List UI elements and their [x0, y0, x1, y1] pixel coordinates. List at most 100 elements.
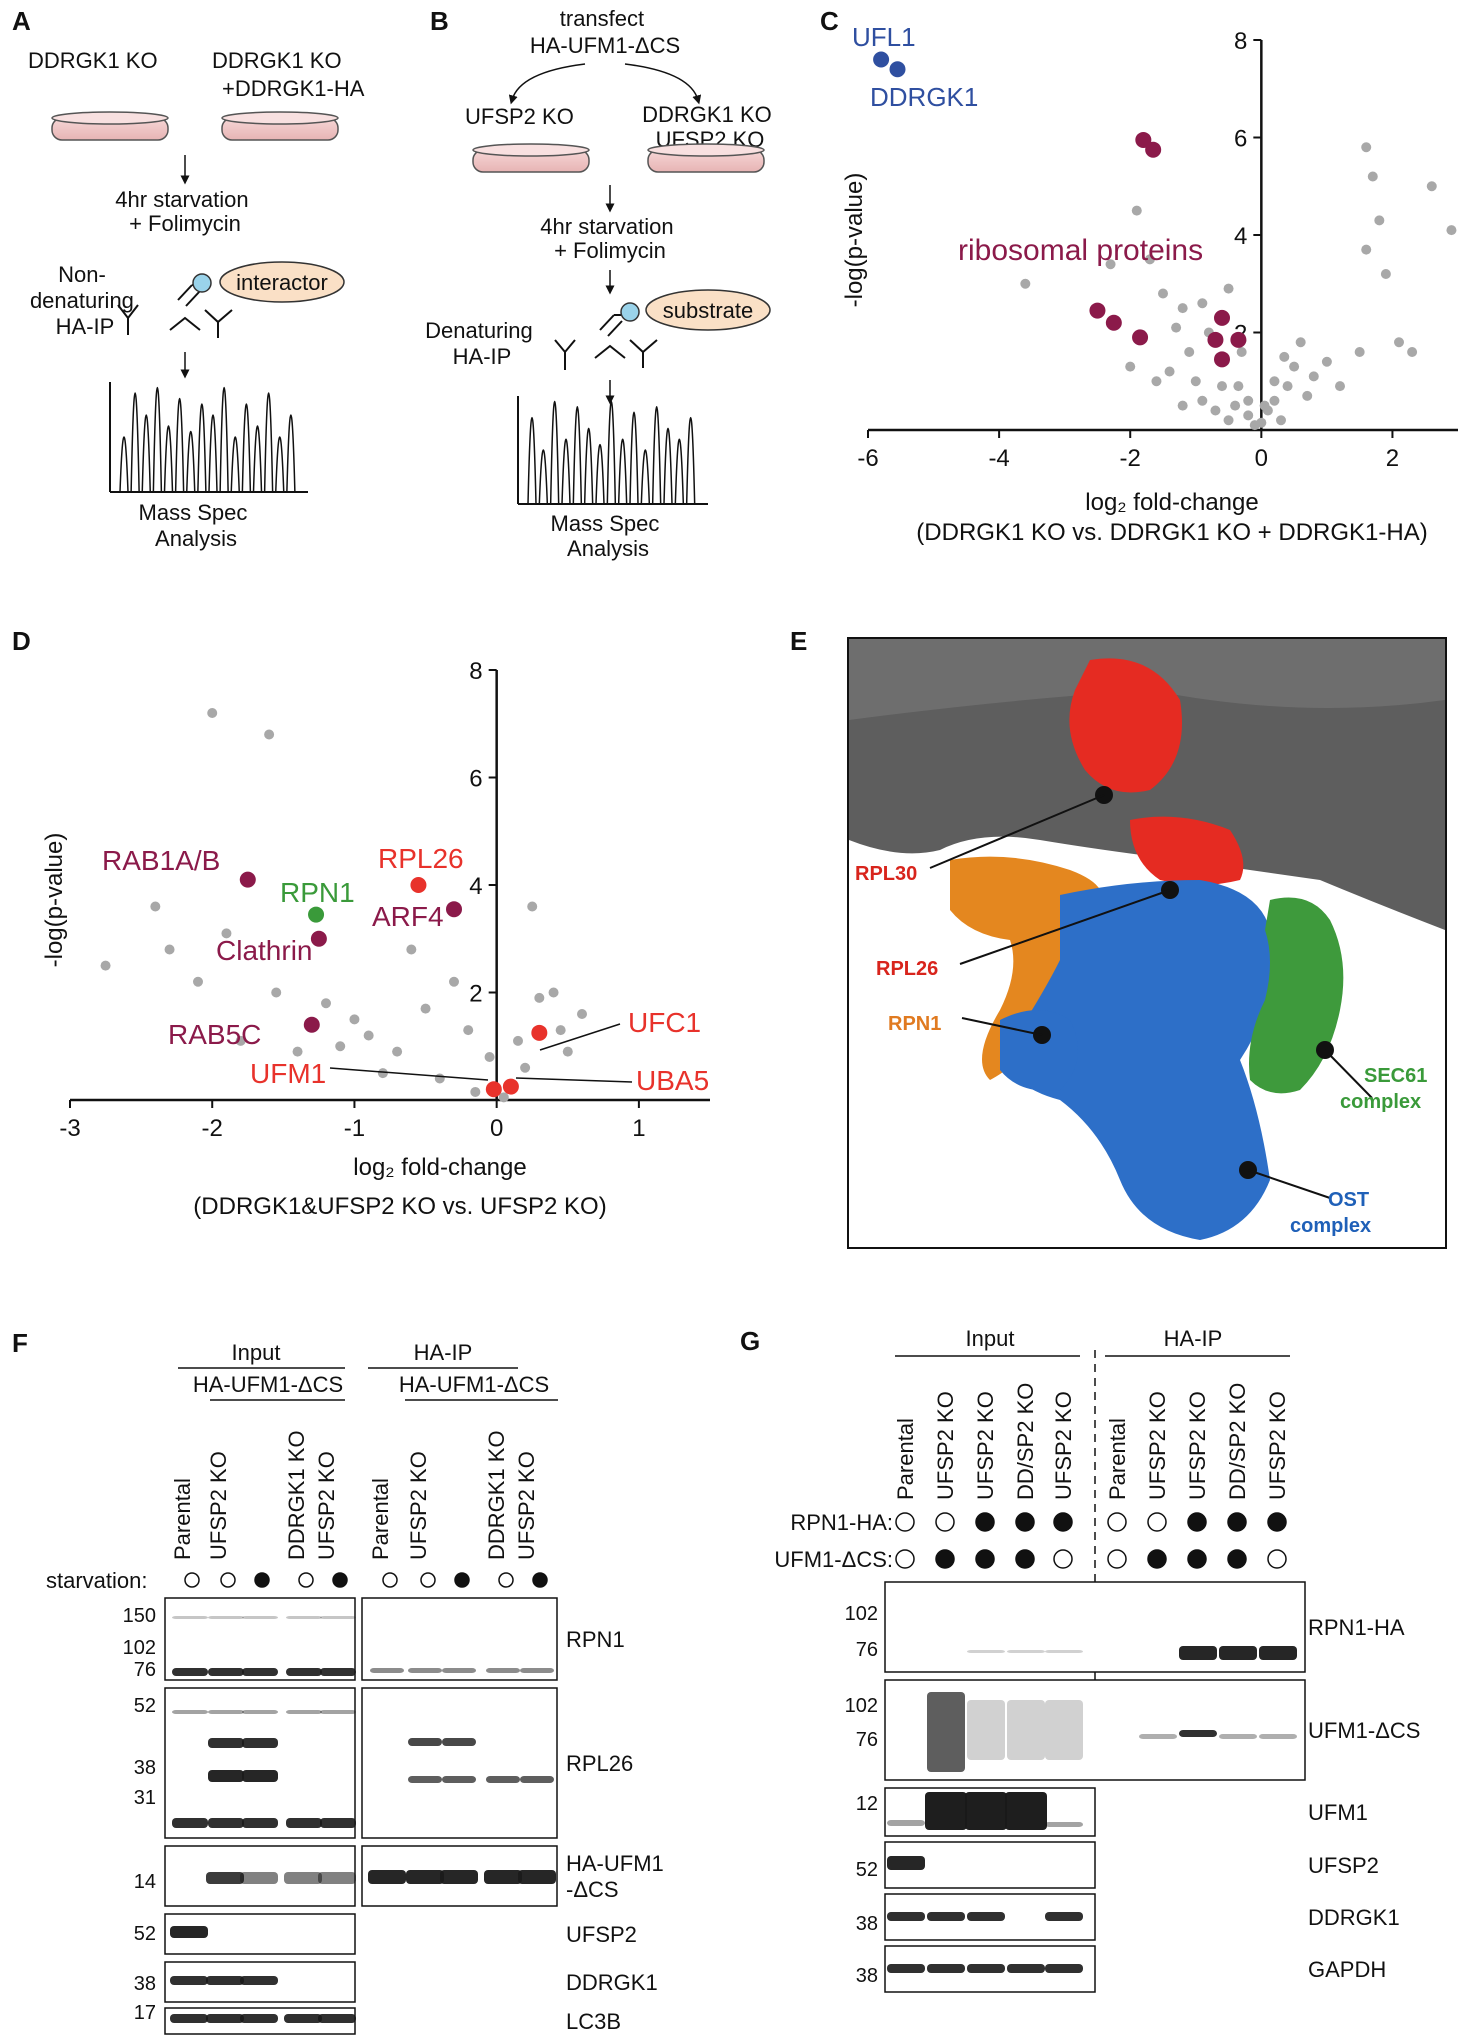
c-point: [1321, 356, 1332, 367]
f-marker: 76: [134, 1659, 156, 1681]
g-band-ufm1: [925, 1792, 967, 1830]
g-dot-rpn1: [895, 1512, 915, 1532]
d-point: [392, 1046, 403, 1057]
d-highlight-point: [239, 871, 256, 888]
c-point: [1335, 381, 1345, 392]
f-blot-name: RPL26: [566, 1751, 633, 1776]
c-point: [1407, 347, 1418, 357]
f-lane-label: UFSP2 KO: [514, 1451, 539, 1560]
c-point: [1197, 298, 1208, 309]
c-point: [1020, 278, 1031, 289]
d-point: [264, 729, 275, 740]
a-ms-label: Mass Spec Analysis: [139, 500, 254, 551]
g-ip-band-ufm1dcs: [1179, 1730, 1217, 1737]
f-blot-name: RPN1: [566, 1627, 625, 1652]
d-point: [193, 976, 203, 987]
d-point: [449, 976, 459, 987]
f-marker: 38: [134, 1973, 156, 1995]
g-haip-label: HA-IP: [1164, 1326, 1223, 1351]
b-ms-label: Mass Spec Analysis: [551, 511, 666, 561]
f-band-ufsp2: [170, 1926, 208, 1938]
f-band-rpl26-top: [286, 1710, 322, 1714]
d-point: [562, 1046, 573, 1057]
a-mass-spec-trace: [109, 382, 308, 493]
f-blot-name: -ΔCS: [566, 1877, 619, 1902]
d-ytick-label: 4: [469, 873, 482, 900]
b-substrate-text: substrate: [663, 298, 754, 323]
f-blot-name: UFSP2: [566, 1922, 637, 1947]
b-step1: 4hr starvation + Folimycin: [540, 214, 679, 263]
g-blot-name: UFSP2: [1308, 1853, 1379, 1878]
panel-label-e: E: [790, 626, 807, 656]
f-band-rpl26-top: [172, 1710, 208, 1714]
d-xlabel: log₂ fold-change: [353, 1154, 526, 1181]
c-point: [1131, 205, 1142, 216]
d-label-rpn1: RPN1: [280, 877, 355, 908]
f-band-haufm1: [240, 1872, 278, 1884]
c-ytick-label: 4: [1234, 223, 1247, 250]
f-lane-label: DDRGK1 KO: [484, 1430, 509, 1560]
g-lane-label: UFSP2 KO: [1145, 1391, 1170, 1500]
g-blot-name: GAPDH: [1308, 1957, 1386, 1982]
g-lane-label: DD/SP2 KO: [1225, 1383, 1250, 1500]
f-band-rpl26-low: [242, 1818, 278, 1828]
d-point: [577, 1009, 587, 1019]
c-point: [1354, 347, 1365, 357]
f-starvation-dot: [220, 1572, 236, 1588]
g-marker: 76: [856, 1639, 878, 1661]
c-annot-ddrgk1: DDRGK1: [870, 82, 978, 112]
panel-label-b: B: [430, 6, 449, 36]
d-point: [534, 992, 545, 1003]
f-band-rpl26-mid: [242, 1738, 278, 1748]
g-marker: 38: [856, 1965, 878, 1987]
e-label-sec61: SEC61 complex: [1340, 1065, 1433, 1113]
d-ytick-label: 6: [469, 766, 482, 793]
c-ytick-label: 6: [1234, 126, 1247, 153]
d-highlight-point: [485, 1081, 502, 1098]
f-lane-label: UFSP2 KO: [314, 1451, 339, 1560]
d-point: [363, 1030, 374, 1041]
f-marker: 52: [134, 1923, 156, 1945]
c-xtick-label: 0: [1255, 445, 1268, 472]
g-dot-ufm1: [975, 1549, 995, 1569]
f-ip-band-haufm1: [406, 1870, 444, 1884]
f-band-haufm1: [284, 1872, 322, 1884]
d-point: [335, 1041, 346, 1052]
f-marker: 102: [123, 1637, 156, 1659]
f-band-rpn1: [208, 1668, 244, 1676]
f-band-rpn1: [242, 1668, 278, 1676]
d-point: [377, 1068, 388, 1079]
g-band-ufm1dcs-light: [967, 1700, 1005, 1760]
g-band-ufm1: [965, 1792, 1007, 1830]
g-dot-ufm1: [1107, 1549, 1127, 1569]
f-marker: 31: [134, 1787, 156, 1809]
c-point: [1171, 322, 1182, 333]
panel-a: A DDRGK1 KO DDRGK1 KO +DDRGK1-HA 4hr sta…: [12, 6, 365, 551]
g-band-ufm1: [1005, 1792, 1047, 1830]
f-band-rpl26-low: [208, 1818, 244, 1828]
panel-c: C -6-4-2022468 log₂ fold-change (DDRGK1 …: [820, 6, 1458, 546]
f-ip-band-rpn1: [370, 1668, 404, 1673]
f-starvation-dot: [532, 1572, 548, 1588]
d-point: [484, 1052, 495, 1062]
g-dot-ufm1: [1227, 1549, 1247, 1569]
f-marker: 17: [134, 2002, 156, 2024]
g-dot-rpn1: [1227, 1512, 1247, 1532]
b-top-label: transfect HA-UFM1-ΔCS: [530, 6, 680, 58]
panel-f: F Input HA-IP HA-UFM1-ΔCS HA-UFM1-ΔCS Pa…: [12, 1328, 664, 2035]
g-row2-label: UFM1-ΔCS:: [774, 1547, 893, 1572]
g-blot-name: DDRGK1: [1308, 1905, 1400, 1930]
a-step1: 4hr starvation + Folimycin: [115, 187, 254, 236]
e-callouts: [929, 786, 1373, 1199]
f-ip-band-haufm1: [518, 1870, 556, 1884]
d-point: [271, 987, 282, 998]
g-lane-label: UFSP2 KO: [973, 1391, 998, 1500]
panel-label-a: A: [12, 6, 31, 36]
g-blot-name: RPN1-HA: [1308, 1615, 1405, 1640]
d-label-ufm1: UFM1: [250, 1058, 326, 1089]
panel-d: D -3 -2 -1 0 1 2 4 6 8 log₂ fold-change (DDRGK1&…: [12, 626, 710, 1220]
g-band-rpn1ha-faint: [1007, 1650, 1045, 1653]
c-xtick-label: -6: [857, 445, 878, 472]
g-dot-rpn1: [935, 1512, 955, 1532]
